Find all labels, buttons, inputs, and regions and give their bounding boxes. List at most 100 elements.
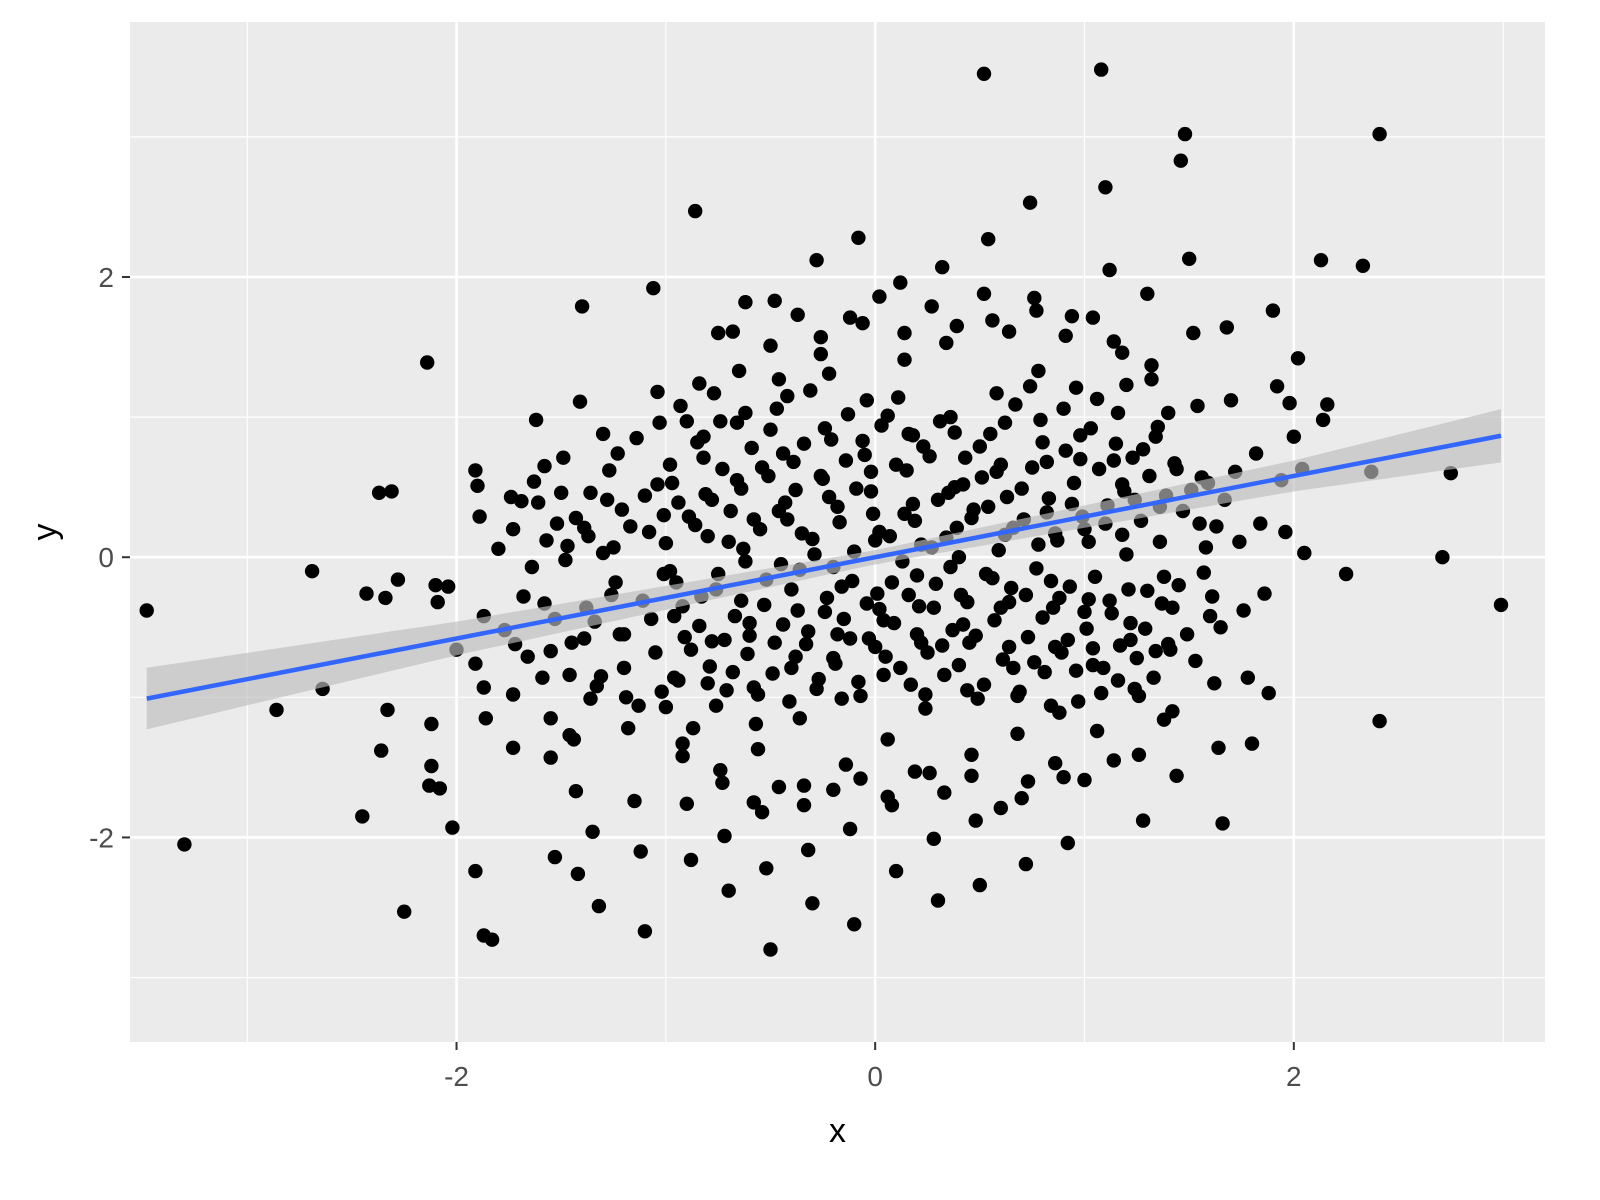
data-point (945, 622, 960, 638)
data-point (853, 688, 868, 704)
data-point (922, 765, 937, 781)
data-point (637, 488, 653, 503)
data-point (729, 415, 745, 430)
data-point (1108, 436, 1124, 451)
data-point (683, 852, 699, 868)
data-point (359, 586, 374, 601)
data-point (742, 615, 757, 631)
data-point (1060, 835, 1076, 851)
data-point (664, 475, 680, 491)
data-point (1085, 310, 1101, 325)
data-point (738, 295, 753, 310)
data-point (717, 828, 732, 844)
data-point (976, 286, 992, 301)
data-point (667, 670, 682, 685)
data-point (1148, 643, 1163, 659)
data-point (1079, 621, 1094, 636)
data-point (646, 281, 661, 296)
y-axis-ticks: -2 0 2 (89, 262, 130, 853)
data-point (675, 749, 690, 764)
data-point (1081, 592, 1096, 607)
data-point (836, 611, 851, 627)
data-point (742, 628, 757, 643)
data-point (1018, 856, 1034, 872)
data-point (937, 667, 952, 683)
data-point (1060, 632, 1076, 648)
data-point (1232, 534, 1247, 549)
data-point (713, 414, 728, 429)
data-point (468, 656, 483, 671)
data-point (775, 446, 791, 461)
data-point (177, 837, 192, 852)
data-point (1087, 569, 1103, 584)
data-point (909, 627, 925, 642)
data-point (826, 782, 841, 797)
data-point (692, 376, 707, 391)
data-point (700, 676, 715, 691)
data-point (905, 428, 921, 443)
data-point (817, 604, 833, 620)
data-point (1372, 126, 1387, 142)
data-point (1278, 524, 1293, 540)
data-point (1286, 429, 1302, 444)
data-point (993, 800, 1008, 816)
data-point (842, 631, 858, 646)
data-point (922, 449, 937, 464)
data-point (441, 579, 456, 594)
data-point (878, 649, 893, 664)
data-point (981, 499, 996, 514)
data-point (748, 716, 764, 732)
data-point (1198, 540, 1214, 555)
data-point (1253, 516, 1268, 531)
x-axis-ticks: -2 0 2 (444, 1042, 1302, 1092)
data-point (721, 534, 736, 549)
data-point (560, 538, 575, 554)
data-point (805, 896, 820, 911)
data-point (1117, 484, 1132, 499)
data-point (355, 809, 370, 824)
data-point (595, 426, 611, 442)
data-point (834, 579, 849, 594)
data-point (1043, 698, 1059, 713)
data-point (1150, 419, 1166, 435)
data-point (139, 603, 154, 618)
data-point (983, 426, 998, 442)
data-point (1123, 615, 1138, 631)
data-point (788, 649, 803, 664)
data-point (930, 893, 946, 908)
data-point (543, 750, 558, 765)
data-point (627, 793, 642, 809)
data-point (872, 289, 887, 304)
data-point (767, 635, 782, 650)
data-point (763, 338, 778, 353)
data-point (972, 877, 987, 893)
data-point (476, 680, 491, 695)
data-point (729, 473, 745, 488)
data-point (1115, 527, 1130, 542)
data-point (478, 711, 493, 726)
data-point (1022, 195, 1038, 210)
data-point (790, 307, 805, 322)
data-point (918, 701, 933, 716)
x-tick-label: 2 (1286, 1061, 1302, 1092)
data-point (610, 446, 625, 461)
data-point (702, 659, 717, 674)
data-point (704, 492, 720, 507)
data-point (754, 805, 770, 820)
data-point (972, 439, 987, 454)
data-point (788, 482, 803, 498)
data-point (834, 691, 849, 706)
data-point (1020, 629, 1036, 645)
data-point (941, 485, 956, 500)
data-point (623, 519, 638, 534)
data-point (771, 779, 787, 795)
data-point (428, 578, 443, 593)
data-point (1211, 740, 1226, 755)
data-point (937, 785, 952, 800)
data-point (528, 412, 544, 428)
data-point (1037, 664, 1052, 680)
data-point (1025, 460, 1040, 475)
data-point (723, 503, 738, 519)
data-point (650, 384, 665, 400)
regression-line (146, 433, 1502, 701)
